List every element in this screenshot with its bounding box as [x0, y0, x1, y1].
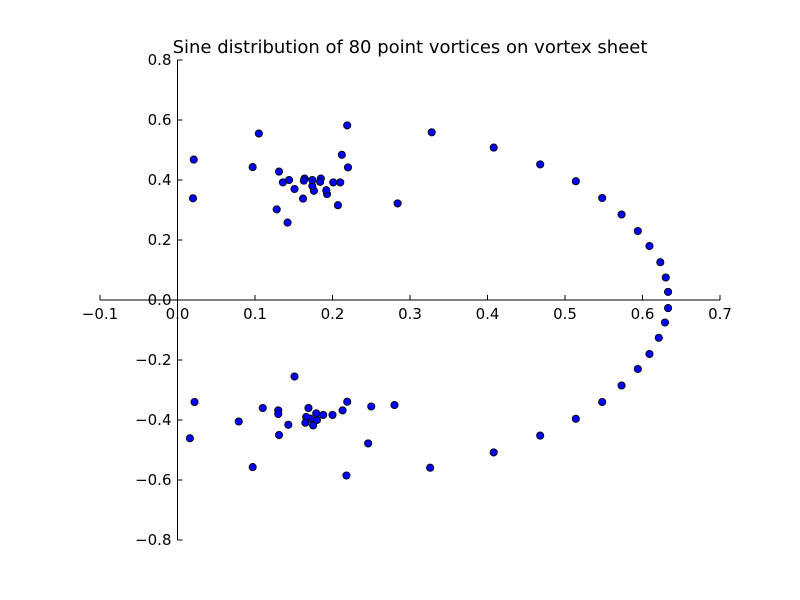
data-point [633, 364, 642, 374]
data-point [248, 463, 257, 472]
data-point [316, 177, 325, 186]
axes: −0.1 0.0 0.1 0.2 0.3 0.4 0.5 0.6 0.7 0.8 0.6 0.4 0.2… [82, 51, 732, 549]
y-tick-label: −0.4 [135, 411, 171, 429]
data-point [343, 397, 352, 406]
data-point [234, 417, 243, 426]
data-point [598, 193, 607, 203]
x-tick-label: −0.1 [82, 305, 118, 323]
y-tick-label: −0.6 [135, 471, 171, 489]
y-tick-label: 0.0 [148, 291, 172, 309]
x-tick-label: 0.5 [553, 305, 577, 323]
data-point [343, 163, 353, 172]
data-point [301, 418, 310, 427]
data-point [390, 400, 399, 410]
data-point [336, 178, 345, 187]
data-point [272, 205, 281, 214]
data-point [188, 194, 198, 203]
data-point [536, 431, 545, 440]
data-point [329, 178, 338, 187]
x-tick-label: 0.2 [321, 305, 345, 323]
data-point [664, 287, 673, 296]
x-tick-label: 0.4 [476, 305, 500, 323]
y-tick-label: −0.2 [135, 351, 171, 369]
data-point [290, 184, 299, 194]
data-point [308, 175, 317, 185]
data-point [645, 241, 654, 251]
data-point [309, 421, 318, 430]
data-point [283, 218, 292, 227]
data-point [342, 471, 351, 480]
data-point [274, 430, 284, 440]
data-point [661, 273, 670, 282]
y-tick-label: 0.4 [148, 171, 172, 189]
x-tick-label: 0.1 [243, 305, 267, 323]
data-point [337, 150, 346, 159]
data-point [298, 194, 308, 203]
data-points [185, 121, 673, 480]
data-point [617, 381, 626, 390]
x-tick-label: 0.6 [631, 305, 655, 323]
data-point [664, 304, 673, 313]
y-tick-label: 0.8 [148, 51, 172, 69]
data-point [660, 318, 670, 327]
data-point [304, 403, 313, 413]
x-tick-label: 0.7 [708, 305, 732, 323]
data-point [654, 333, 663, 342]
data-point [299, 176, 308, 185]
data-point [367, 402, 376, 411]
data-point [274, 409, 283, 419]
data-point [656, 258, 665, 267]
data-point [338, 406, 347, 415]
y-tick-label: −0.8 [135, 531, 171, 549]
chart-title: Sine distribution of 80 point vortices o… [173, 37, 648, 58]
data-point [333, 201, 342, 210]
data-point [189, 155, 198, 164]
data-point [290, 372, 299, 381]
data-point [645, 349, 654, 359]
data-point [258, 403, 267, 413]
data-point [190, 397, 199, 407]
data-point [278, 178, 287, 187]
data-point [248, 163, 257, 172]
x-tick-label: 0.3 [398, 305, 422, 323]
data-point [633, 226, 642, 236]
data-point [598, 397, 607, 407]
data-point [185, 434, 194, 443]
data-point [536, 160, 545, 169]
data-point [254, 129, 263, 138]
data-point [364, 439, 373, 448]
y-tick-label: 0.2 [148, 231, 172, 249]
data-point [489, 143, 498, 152]
data-point [274, 167, 284, 176]
data-point [393, 199, 402, 208]
y-tick-label: 0.6 [148, 111, 172, 129]
data-point [343, 121, 352, 130]
data-point [427, 128, 436, 137]
data-point [571, 177, 580, 186]
x-tick-label: 0.0 [166, 305, 190, 323]
data-point [328, 410, 337, 419]
data-point [571, 414, 580, 423]
data-point [617, 210, 626, 219]
data-point [489, 448, 498, 457]
data-point [322, 186, 331, 195]
data-point [426, 463, 435, 472]
data-point [284, 420, 293, 429]
data-point [312, 409, 321, 418]
data-point [319, 410, 328, 419]
